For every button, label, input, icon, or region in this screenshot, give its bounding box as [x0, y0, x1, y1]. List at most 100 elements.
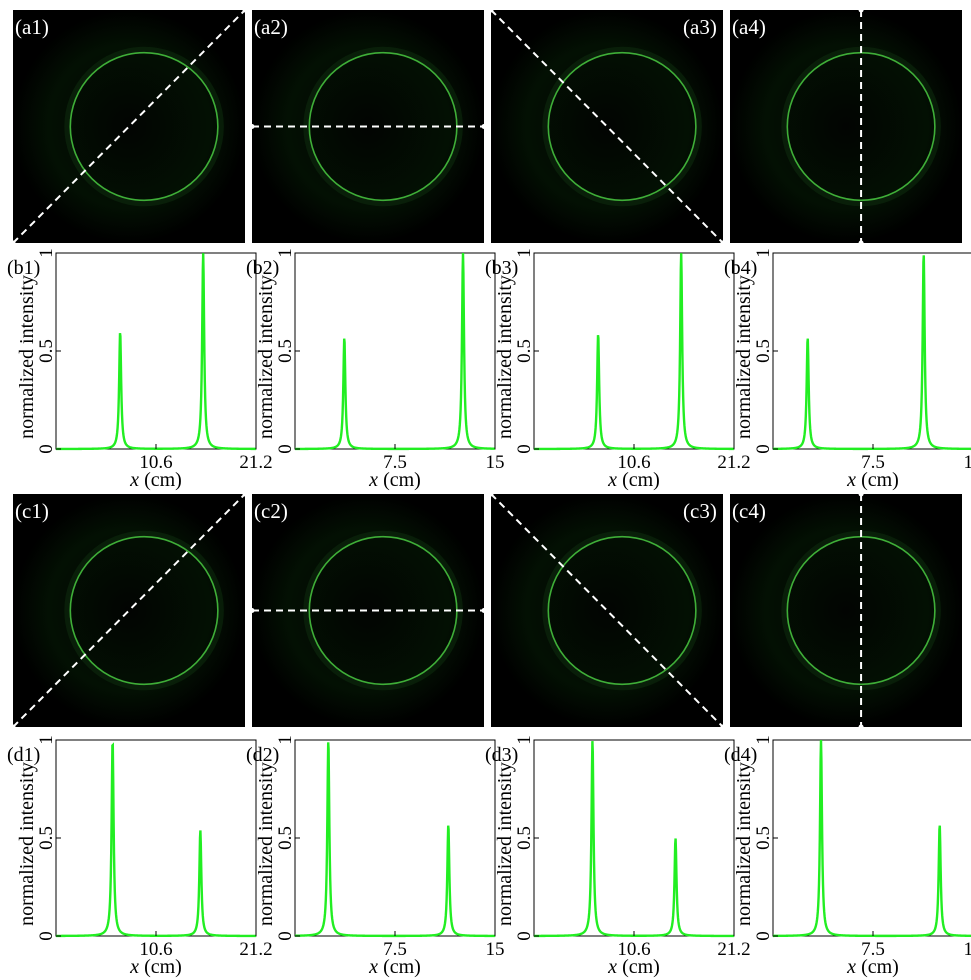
x-tick-label: 10.6 — [139, 452, 172, 473]
ring-halo — [542, 530, 702, 691]
cut-line-endpoint — [720, 724, 726, 730]
cut-line-endpoint — [488, 491, 494, 497]
x-axis-label-unit: (cm) — [378, 956, 421, 978]
panel-label: (b1) — [7, 257, 40, 279]
x-axis-label: x (cm) — [607, 469, 660, 491]
x-axis-label-variable: x — [368, 956, 378, 978]
y-tick-label: 0 — [36, 931, 57, 941]
x-axis-label: x (cm) — [846, 469, 899, 491]
panel-label: (a2) — [254, 15, 288, 39]
y-tick-label: 0 — [36, 444, 57, 454]
panel-label: (c2) — [254, 499, 288, 523]
image-panel-c2: (c2) — [249, 494, 487, 727]
x-tick-label: 21.2 — [717, 452, 750, 473]
panel-label: (d3) — [485, 744, 518, 766]
x-tick-label: 21.2 — [239, 939, 272, 960]
image-panel-a3: (a3) — [488, 7, 726, 246]
y-tick-label: 0.5 — [514, 339, 535, 363]
cut-line — [12, 493, 246, 728]
cut-line-endpoint — [858, 491, 864, 497]
x-axis-label-unit: (cm) — [139, 956, 182, 978]
image-panel-a2: (a2) — [249, 10, 487, 243]
panel-label: (b2) — [246, 257, 279, 279]
chart-b2: 7.5 15 0 0.5 1 normalized intensity x (cm) (b2) — [246, 248, 505, 491]
image-glow — [730, 10, 962, 243]
cut-line-endpoint — [242, 7, 248, 13]
intensity-curve — [534, 253, 734, 451]
cut-line-endpoint — [10, 240, 16, 246]
y-tick-label: 1 — [36, 248, 57, 258]
x-axis-label-variable: x — [846, 469, 856, 491]
x-tick-label: 15 — [964, 939, 971, 960]
plot-frame — [533, 252, 735, 450]
cut-line-endpoint — [720, 240, 726, 246]
y-tick-label: 0.5 — [275, 339, 296, 363]
y-axis-label: normalized intensity — [16, 762, 38, 926]
x-tick-label: 10.6 — [617, 452, 650, 473]
x-tick-label: 7.5 — [383, 939, 407, 960]
panel-label: (c3) — [683, 499, 717, 523]
x-axis-label-unit: (cm) — [856, 956, 899, 978]
cut-line — [490, 9, 724, 244]
panel-label: (b4) — [724, 257, 757, 279]
image-glow — [730, 494, 962, 727]
x-tick-label: 7.5 — [861, 452, 885, 473]
x-axis-label: x (cm) — [129, 469, 182, 491]
ring — [547, 51, 697, 202]
panel-label: (b3) — [485, 257, 518, 279]
cut-line — [12, 9, 246, 244]
y-tick-label: 1 — [275, 735, 296, 745]
panel-label: (d1) — [7, 744, 40, 766]
x-axis-label: x (cm) — [368, 469, 421, 491]
x-axis-label-variable: x — [846, 956, 856, 978]
x-axis-label: x (cm) — [607, 956, 660, 978]
chart-d2: 7.5 15 0 0.5 1 normalized intensity x (cm) (d2) — [246, 735, 505, 978]
plot-frame — [533, 739, 735, 937]
x-tick-label: 21.2 — [717, 939, 750, 960]
chart-d4: 7.5 15 0 0.5 1 normalized intensity x (cm) (d4) — [724, 735, 971, 978]
image-panel-c4: (c4) — [730, 491, 962, 730]
panel-label: (d4) — [724, 744, 757, 766]
cut-line-endpoint — [481, 124, 487, 129]
x-tick-label: 21.2 — [239, 452, 272, 473]
x-tick-label: 15 — [964, 452, 971, 473]
x-axis-label-unit: (cm) — [378, 469, 421, 491]
x-tick-label: 10.6 — [139, 939, 172, 960]
y-tick-label: 1 — [275, 248, 296, 258]
plot-frame — [55, 252, 257, 450]
panel-label: (a4) — [732, 15, 766, 39]
x-axis-label: x (cm) — [846, 956, 899, 978]
x-tick-label: 7.5 — [383, 452, 407, 473]
x-axis-label-unit: (cm) — [856, 469, 899, 491]
cut-line-endpoint — [481, 608, 487, 613]
intensity-curve — [773, 255, 971, 451]
x-axis-label: x (cm) — [368, 956, 421, 978]
cut-line-endpoint — [249, 608, 255, 613]
intensity-curve — [56, 742, 256, 938]
ring-halo — [64, 46, 224, 207]
y-axis-label: normalized intensity — [733, 762, 755, 926]
x-axis-label-variable: x — [607, 469, 617, 491]
y-tick-label: 0 — [753, 444, 774, 454]
y-tick-label: 1 — [514, 248, 535, 258]
y-tick-label: 0 — [514, 444, 535, 454]
image-panel-c1: (c1) — [10, 491, 248, 730]
y-tick-label: 0.5 — [36, 339, 57, 363]
image-panel-a1: (a1) — [10, 7, 248, 246]
figure-layer: (a1) (a2) (a3) (a4) (c1) (c2) (c3) (c4) 10.6 21.2… — [7, 7, 971, 978]
intensity-curve — [294, 742, 496, 938]
x-axis-label: x (cm) — [129, 956, 182, 978]
intensity-curve — [56, 253, 256, 451]
y-axis-label: normalized intensity — [255, 762, 277, 926]
image-panel-c3: (c3) — [488, 491, 726, 730]
cut-line-endpoint — [10, 724, 16, 730]
x-axis-label-unit: (cm) — [617, 469, 660, 491]
x-tick-label: 15 — [486, 452, 505, 473]
ring — [547, 535, 697, 686]
y-tick-label: 0.5 — [753, 826, 774, 850]
